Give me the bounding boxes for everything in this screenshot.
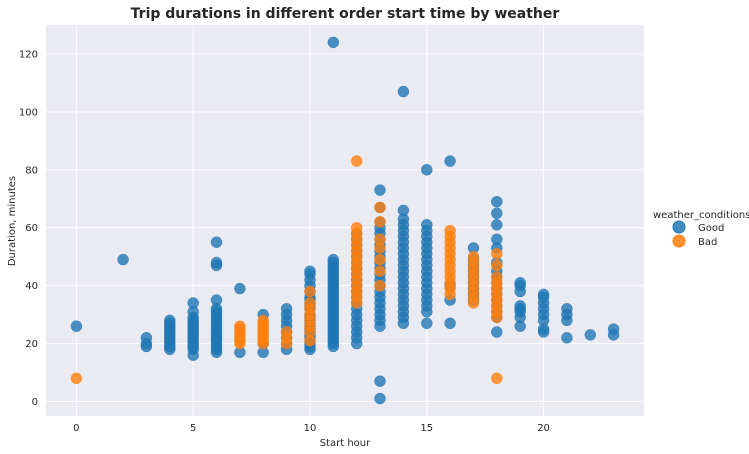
- point-good: [210, 294, 223, 306]
- x-tick-label: 20: [537, 423, 550, 434]
- legend-title: weather_conditions: [653, 210, 749, 221]
- point-bad: [491, 372, 503, 385]
- point-bad: [374, 233, 386, 246]
- chart-title: Trip durations in different order start …: [131, 6, 560, 22]
- x-axis-label: Start hour: [320, 438, 371, 449]
- point-bad: [374, 253, 386, 266]
- point-bad: [257, 314, 269, 327]
- y-axis-ticks: 0 20 40 60 80 100 120: [19, 49, 38, 408]
- point-bad: [444, 224, 456, 237]
- y-tick-label: 20: [25, 339, 38, 350]
- point-good: [374, 375, 386, 387]
- point-good: [444, 317, 456, 330]
- point-bad: [350, 155, 363, 167]
- point-bad: [374, 265, 386, 277]
- x-tick-label: 10: [304, 423, 317, 434]
- point-good: [140, 332, 153, 344]
- point-good: [374, 392, 386, 405]
- y-tick-label: 60: [25, 223, 38, 234]
- point-good: [491, 207, 503, 220]
- point-bad: [374, 201, 386, 214]
- point-good: [607, 323, 620, 335]
- point-good: [70, 320, 83, 332]
- point-bad: [491, 259, 503, 272]
- point-good: [117, 253, 129, 266]
- x-tick-label: 5: [190, 423, 196, 434]
- point-bad: [374, 216, 386, 228]
- point-bad: [491, 271, 503, 283]
- point-good: [421, 164, 433, 176]
- legend: weather_conditions Good Bad: [653, 210, 749, 248]
- y-tick-label: 100: [19, 107, 38, 118]
- point-good: [234, 282, 246, 295]
- legend-label-bad: Bad: [698, 237, 717, 248]
- point-good: [561, 303, 573, 315]
- point-bad: [280, 326, 293, 338]
- point-good: [210, 256, 223, 269]
- point-good: [514, 300, 526, 312]
- point-good: [537, 288, 550, 301]
- point-bad: [70, 372, 83, 385]
- point-good: [397, 204, 410, 217]
- y-tick-label: 120: [19, 49, 38, 60]
- point-good: [164, 314, 176, 327]
- legend-marker-bad: [672, 234, 686, 248]
- point-good: [491, 233, 503, 246]
- point-bad: [374, 279, 386, 292]
- point-good: [327, 36, 340, 49]
- point-good: [374, 184, 386, 196]
- legend-marker-good: [672, 220, 686, 234]
- point-good: [327, 253, 340, 266]
- point-bad: [491, 248, 503, 260]
- y-tick-label: 40: [25, 281, 38, 292]
- point-good: [491, 195, 503, 208]
- point-bad: [304, 297, 316, 309]
- point-bad: [234, 320, 246, 332]
- x-axis-ticks: 0 5 10 15 20: [73, 423, 550, 434]
- point-bad: [304, 285, 316, 298]
- point-good: [280, 303, 293, 315]
- point-good: [491, 326, 503, 338]
- point-good: [210, 236, 223, 248]
- point-bad: [350, 221, 363, 234]
- point-good: [421, 219, 433, 231]
- point-good: [561, 332, 573, 344]
- x-tick-label: 15: [420, 423, 433, 434]
- x-tick-label: 0: [73, 423, 79, 434]
- point-good: [491, 219, 503, 231]
- point-good: [514, 277, 526, 289]
- data-points: [70, 36, 620, 405]
- point-bad: [467, 250, 480, 263]
- point-good: [304, 265, 316, 277]
- point-good: [397, 85, 410, 98]
- plot-background: [46, 25, 644, 416]
- point-good: [444, 155, 456, 167]
- point-good: [584, 329, 597, 341]
- point-good: [187, 297, 199, 309]
- legend-label-good: Good: [698, 223, 724, 234]
- y-axis-label: Duration, minutes: [7, 176, 18, 266]
- point-good: [421, 317, 433, 330]
- series-bad: [70, 155, 503, 385]
- y-tick-label: 0: [32, 397, 38, 408]
- y-tick-label: 80: [25, 165, 38, 176]
